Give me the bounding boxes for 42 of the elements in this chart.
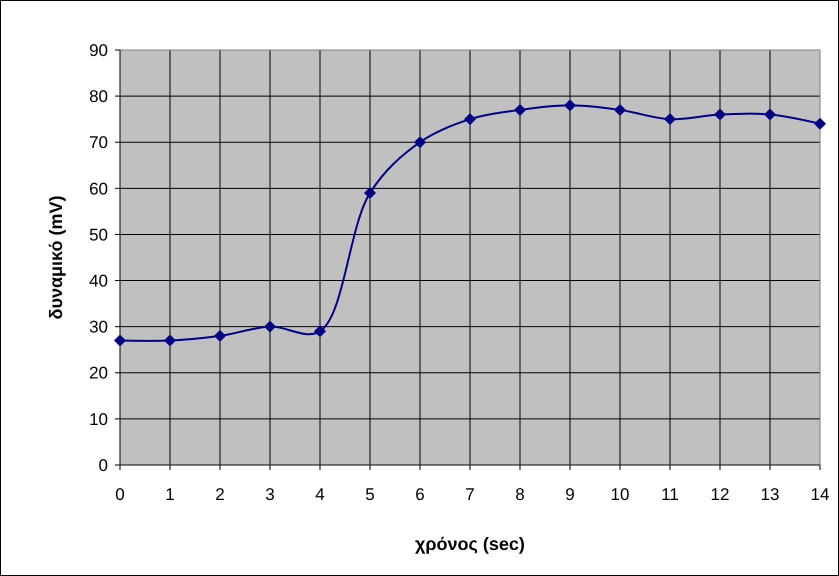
- x-tick-label: 5: [365, 485, 375, 504]
- y-tick-label: 20: [89, 364, 108, 383]
- point: [814, 118, 826, 130]
- point: [764, 108, 776, 121]
- point: [164, 334, 176, 346]
- y-tick-label: 10: [89, 410, 108, 429]
- x-tick-label: 13: [760, 485, 780, 504]
- x-axis-title: χρόνος (sec): [415, 534, 525, 554]
- point: [464, 113, 476, 126]
- point: [214, 330, 226, 342]
- y-tick-label: 60: [89, 179, 108, 198]
- x-tick-label: 3: [265, 485, 275, 504]
- x-tick-label: 10: [610, 485, 630, 504]
- x-tick-label: 4: [315, 485, 325, 504]
- x-tick-label: 9: [565, 485, 575, 504]
- x-tick-label: 2: [215, 485, 225, 504]
- x-tick-label: 11: [661, 485, 679, 504]
- y-tick-label: 0: [98, 456, 108, 475]
- x-tick-label: 1: [165, 485, 175, 504]
- point: [614, 104, 626, 116]
- point: [314, 325, 326, 338]
- point: [664, 113, 676, 126]
- point: [364, 186, 376, 199]
- point: [264, 320, 276, 333]
- y-tick-label: 90: [89, 40, 108, 60]
- y-tick-label: 80: [89, 87, 108, 106]
- x-tick-label: 8: [515, 485, 525, 504]
- x-tick-label: 14: [810, 485, 830, 504]
- y-axis-title: δυναμικό (mV): [46, 196, 66, 320]
- point: [714, 108, 726, 121]
- point: [114, 334, 126, 346]
- x-tick-label: 0: [115, 485, 125, 504]
- x-tick-label: 12: [710, 485, 730, 504]
- y-tick-label: 30: [89, 318, 108, 337]
- x-tick-label: 7: [465, 485, 475, 504]
- y-tick-label: 40: [89, 272, 108, 291]
- point: [564, 99, 576, 112]
- x-tick-label: 6: [415, 485, 425, 504]
- point: [514, 104, 526, 116]
- point: [414, 136, 426, 148]
- y-tick-label: 70: [89, 133, 108, 152]
- y-tick-label: 50: [89, 225, 108, 244]
